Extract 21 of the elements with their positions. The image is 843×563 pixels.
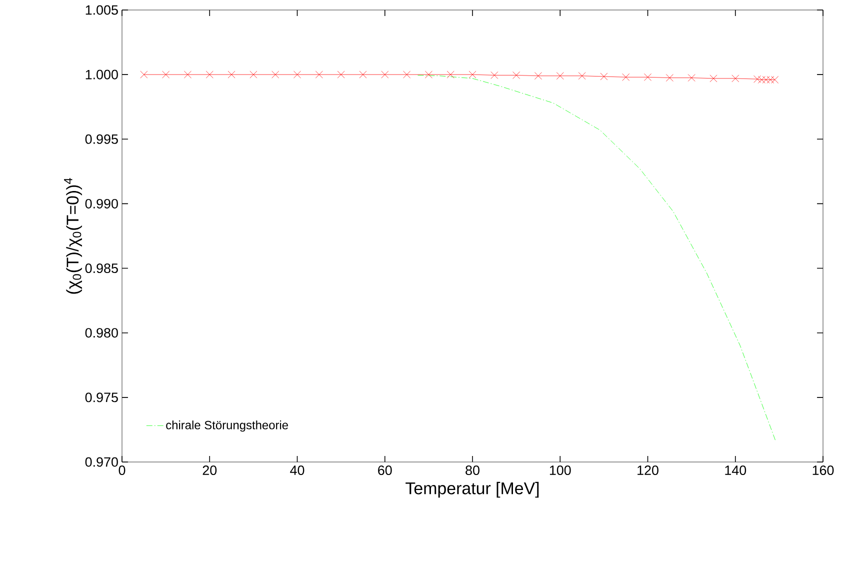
y-tick-label: 0.985 (85, 264, 118, 274)
y-tick-label: 0.995 (85, 134, 118, 144)
line-series (418, 75, 776, 440)
y-tick-label: 1.000 (86, 70, 118, 80)
x-tick-label: 120 (638, 466, 658, 476)
x-tick-label: 0 (118, 466, 126, 476)
y-tick-label: 0.975 (85, 392, 118, 402)
y-axis-title: (χ$_{0}$(T)/χ$_{0}$(T=0))$^{4}$ (64, 178, 82, 294)
x-tick-label: 140 (725, 466, 746, 476)
y-tick-label: 0.990 (85, 198, 118, 208)
legend-label: chirale Störungstheorie (166, 420, 288, 432)
y-tick-label: 0.980 (85, 328, 118, 338)
x-tick-label: 80 (466, 466, 480, 476)
x-tick-label: 160 (812, 466, 834, 476)
x-tick-label: 40 (290, 466, 304, 476)
x-axis-title: Temperatur [MeV] (406, 482, 539, 498)
y-tick-label: 1.005 (86, 5, 118, 15)
x-tick-label: 100 (550, 466, 571, 476)
x-tick-label: 60 (378, 466, 392, 476)
x-tick-label: 20 (202, 466, 217, 476)
y-tick-label: 0.970 (85, 457, 118, 467)
